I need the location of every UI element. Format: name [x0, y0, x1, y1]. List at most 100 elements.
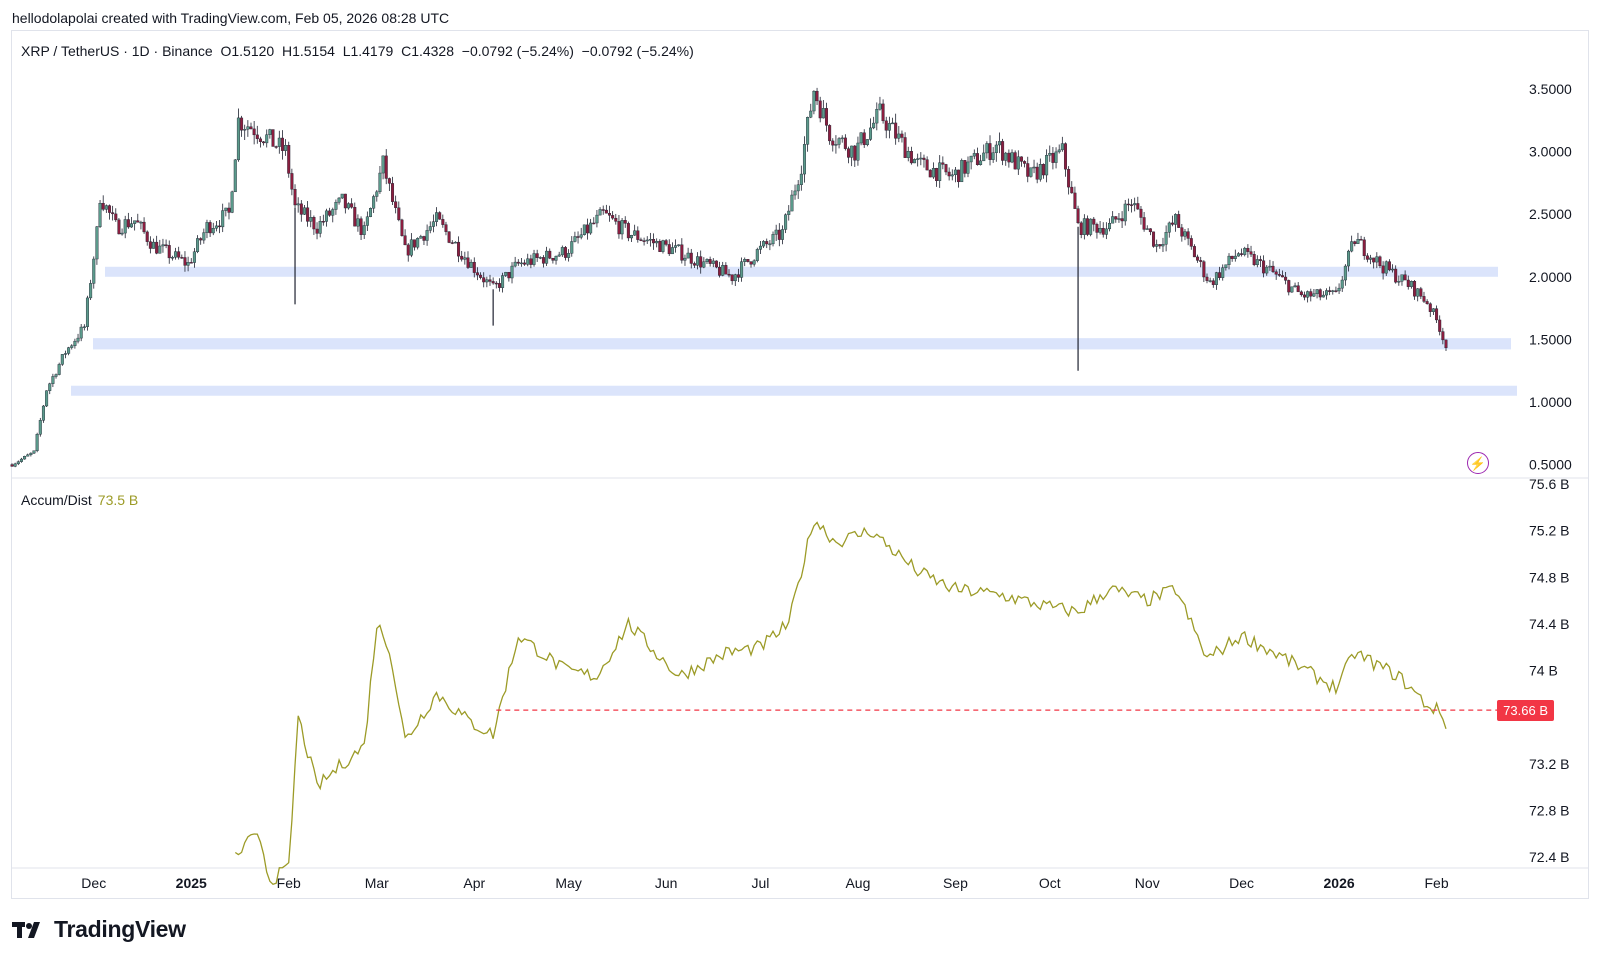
candle-body[interactable]: [1089, 218, 1093, 235]
candle-body[interactable]: [1218, 272, 1222, 278]
candle-body[interactable]: [296, 203, 300, 206]
candle-body[interactable]: [1252, 254, 1256, 266]
candle-body[interactable]: [1214, 272, 1218, 285]
candle-body[interactable]: [1001, 141, 1005, 161]
candle-body[interactable]: [642, 240, 646, 242]
candle-body[interactable]: [268, 129, 272, 135]
candle-body[interactable]: [1290, 286, 1294, 293]
candle-body[interactable]: [847, 148, 851, 158]
candle-body[interactable]: [950, 174, 954, 177]
candle-body[interactable]: [1296, 285, 1300, 293]
candle-body[interactable]: [1397, 281, 1401, 283]
candle-body[interactable]: [667, 244, 671, 255]
candle-body[interactable]: [38, 420, 42, 435]
candle-body[interactable]: [1167, 222, 1171, 233]
candle-body[interactable]: [164, 244, 168, 246]
candle-body[interactable]: [1032, 166, 1036, 169]
candle-body[interactable]: [579, 234, 583, 238]
candle-body[interactable]: [1174, 214, 1178, 225]
candle-body[interactable]: [494, 282, 498, 285]
candle-body[interactable]: [1170, 222, 1174, 225]
candle-body[interactable]: [1406, 279, 1410, 287]
candle-body[interactable]: [787, 210, 791, 215]
candle-body[interactable]: [438, 212, 442, 220]
candle-body[interactable]: [1353, 241, 1357, 244]
candle-body[interactable]: [1010, 152, 1014, 163]
candle-body[interactable]: [139, 221, 143, 224]
candle-body[interactable]: [1246, 247, 1250, 252]
candle-body[interactable]: [655, 240, 659, 244]
candle-body[interactable]: [51, 376, 55, 384]
candle-body[interactable]: [711, 260, 715, 264]
tradingview-footer[interactable]: TradingView: [12, 916, 186, 943]
candle-body[interactable]: [457, 241, 461, 257]
candle-body[interactable]: [919, 157, 923, 160]
candle-body[interactable]: [76, 337, 80, 342]
candle-body[interactable]: [1394, 268, 1398, 283]
candle-body[interactable]: [152, 241, 156, 249]
candle-body[interactable]: [306, 207, 310, 222]
candle-body[interactable]: [1431, 308, 1435, 312]
candle-body[interactable]: [224, 207, 228, 211]
candle-body[interactable]: [117, 219, 121, 235]
candle-body[interactable]: [155, 241, 159, 254]
candle-body[interactable]: [799, 173, 803, 185]
candle-body[interactable]: [601, 209, 605, 211]
candle-body[interactable]: [982, 152, 986, 162]
candle-body[interactable]: [177, 251, 181, 258]
candle-body[interactable]: [1117, 218, 1121, 220]
candle-body[interactable]: [702, 261, 706, 268]
candle-body[interactable]: [1302, 294, 1306, 298]
candle-body[interactable]: [554, 255, 558, 261]
candle-body[interactable]: [469, 261, 473, 268]
candle-body[interactable]: [444, 224, 448, 232]
candle-body[interactable]: [302, 207, 306, 215]
candle-body[interactable]: [878, 103, 882, 110]
candle-body[interactable]: [557, 254, 561, 257]
candle-body[interactable]: [768, 243, 772, 246]
candle-body[interactable]: [1444, 339, 1448, 349]
candle-body[interactable]: [611, 215, 615, 219]
candle-body[interactable]: [290, 173, 294, 190]
candle-body[interactable]: [70, 345, 74, 348]
candle-body[interactable]: [479, 274, 483, 278]
candle-body[interactable]: [95, 226, 99, 260]
candle-body[interactable]: [227, 207, 231, 213]
candle-body[interactable]: [802, 144, 806, 175]
candle-body[interactable]: [92, 258, 96, 284]
candle-body[interactable]: [403, 235, 407, 246]
candle-body[interactable]: [975, 153, 979, 166]
candle-body[interactable]: [1199, 260, 1203, 262]
candle-body[interactable]: [337, 197, 341, 203]
candle-body[interactable]: [947, 171, 951, 177]
candle-body[interactable]: [359, 218, 363, 235]
candle-body[interactable]: [1120, 218, 1124, 222]
candle-body[interactable]: [174, 251, 178, 258]
candle-body[interactable]: [1318, 289, 1322, 298]
candle-body[interactable]: [626, 223, 630, 239]
candle-body[interactable]: [828, 125, 832, 142]
candle-body[interactable]: [365, 216, 369, 226]
candle-body[interactable]: [1085, 218, 1089, 235]
candle-body[interactable]: [1048, 152, 1052, 156]
candle-body[interactable]: [82, 326, 86, 328]
candle-body[interactable]: [16, 461, 20, 465]
candle-body[interactable]: [1287, 280, 1291, 293]
candle-body[interactable]: [620, 220, 624, 235]
candle-body[interactable]: [645, 239, 649, 242]
candle-body[interactable]: [1299, 291, 1303, 296]
candle-body[interactable]: [120, 232, 124, 235]
candle-body[interactable]: [48, 383, 52, 391]
candle-body[interactable]: [708, 259, 712, 264]
candle-body[interactable]: [54, 374, 58, 377]
candle-body[interactable]: [1328, 290, 1332, 292]
candle-body[interactable]: [938, 162, 942, 181]
candle-body[interactable]: [350, 203, 354, 208]
candle-body[interactable]: [953, 169, 957, 176]
candle-body[interactable]: [1045, 155, 1049, 176]
candle-body[interactable]: [972, 153, 976, 157]
candle-body[interactable]: [862, 132, 866, 146]
candle-body[interactable]: [551, 258, 555, 261]
candle-body[interactable]: [1016, 156, 1020, 170]
candle-body[interactable]: [218, 225, 222, 228]
